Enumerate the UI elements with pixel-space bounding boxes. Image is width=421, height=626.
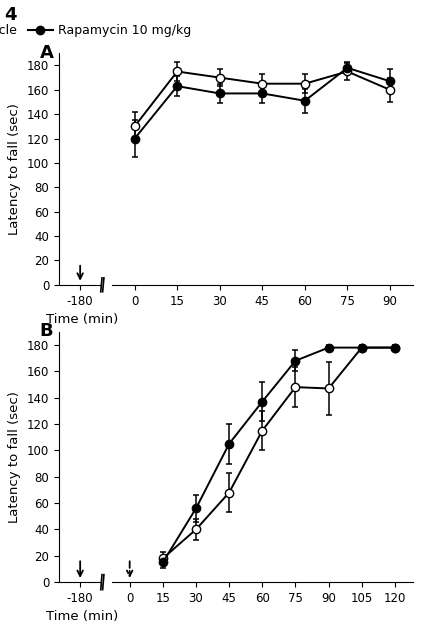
Text: B: B [40,322,53,340]
Y-axis label: Latency to fall (sec): Latency to fall (sec) [8,391,21,523]
X-axis label: Time (min): Time (min) [46,313,118,326]
Y-axis label: Latency to fall (sec): Latency to fall (sec) [8,103,21,235]
Legend: Vehicle, Rapamycin 10 mg/kg: Vehicle, Rapamycin 10 mg/kg [0,19,196,43]
Text: A: A [40,44,54,62]
Text: 4: 4 [4,6,17,24]
X-axis label: Time (min): Time (min) [46,610,118,623]
